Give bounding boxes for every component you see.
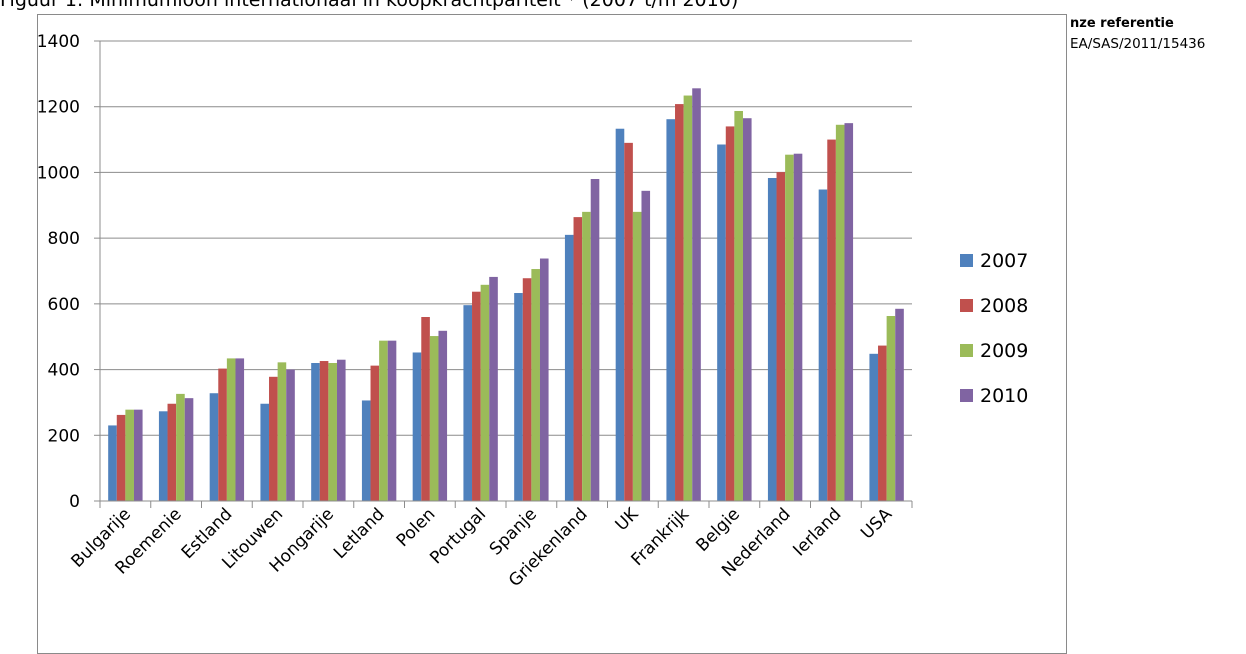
bar-2010-hongarije bbox=[336, 359, 346, 501]
bar-2009-bulgarije bbox=[125, 409, 134, 501]
bar-chart: 0200400600800100012001400BulgarijeRoemen… bbox=[37, 32, 1029, 591]
bar-2008-nederland bbox=[776, 172, 786, 501]
bar-2007-polen bbox=[412, 352, 422, 501]
legend-swatch-2007 bbox=[960, 254, 973, 267]
bar-2007-usa bbox=[869, 353, 879, 501]
bar-2008-spanje bbox=[522, 278, 532, 501]
bar-2008-uk bbox=[624, 142, 633, 501]
bar-2010-nederland bbox=[793, 153, 803, 501]
bar-2007-portugal bbox=[463, 305, 473, 501]
bar-2008-usa bbox=[878, 345, 887, 501]
bar-2010-polen bbox=[438, 330, 448, 501]
y-tick-label: 200 bbox=[48, 426, 80, 446]
bar-2007-bulgarije bbox=[108, 425, 117, 501]
y-tick-label: 1400 bbox=[37, 32, 80, 52]
bar-2008-estland bbox=[218, 368, 227, 501]
bar-2009-griekenland bbox=[582, 211, 591, 501]
x-tick-label: Letland bbox=[330, 504, 389, 563]
y-tick-label: 600 bbox=[48, 295, 80, 315]
bar-2010-griekenland bbox=[590, 179, 600, 501]
legend-label-2010: 2010 bbox=[980, 385, 1028, 407]
bar-2007-nederland bbox=[767, 178, 777, 501]
bar-2007-belgie bbox=[717, 144, 726, 501]
bar-2010-bulgarije bbox=[133, 409, 143, 501]
bar-2009-belgie bbox=[734, 110, 743, 501]
bar-2007-spanje bbox=[514, 293, 523, 501]
bar-2008-polen bbox=[421, 317, 430, 501]
bar-2009-polen bbox=[429, 336, 439, 501]
bar-2007-roemenie bbox=[158, 411, 168, 501]
y-tick-label: 0 bbox=[69, 492, 80, 512]
bar-2007-hongarije bbox=[311, 363, 320, 501]
x-tick-label: Polen bbox=[393, 504, 440, 551]
figure-caption: Figuur 1: Minimumloon internationaal in … bbox=[0, 0, 739, 11]
reference-title: nze referentie bbox=[1070, 16, 1174, 31]
bar-2009-roemenie bbox=[176, 393, 185, 501]
bar-2009-portugal bbox=[480, 284, 490, 501]
bar-2010-letland bbox=[387, 340, 397, 501]
bar-2009-litouwen bbox=[277, 362, 287, 501]
bar-2007-griekenland bbox=[564, 234, 574, 501]
bar-2008-griekenland bbox=[573, 217, 583, 501]
bar-2009-usa bbox=[886, 316, 896, 501]
bar-2010-spanje bbox=[539, 258, 549, 501]
bar-2010-frankrijk bbox=[692, 88, 701, 502]
bar-2009-hongarije bbox=[328, 363, 337, 501]
y-tick-label: 1200 bbox=[37, 98, 80, 118]
bar-2010-belgie bbox=[742, 118, 752, 501]
legend-label-2007: 2007 bbox=[980, 250, 1028, 272]
bar-2010-ierland bbox=[844, 123, 854, 502]
bar-2010-uk bbox=[641, 190, 651, 502]
bar-2010-litouwen bbox=[286, 369, 295, 501]
bar-2007-ierland bbox=[818, 189, 828, 501]
bar-2008-ierland bbox=[827, 139, 836, 502]
bar-2010-roemenie bbox=[184, 398, 194, 501]
reference-value: EA/SAS/2011/15436 bbox=[1070, 36, 1206, 52]
legend-swatch-2008 bbox=[960, 299, 973, 312]
bar-2010-portugal bbox=[489, 276, 498, 501]
bar-2007-frankrijk bbox=[666, 119, 676, 501]
bar-2009-spanje bbox=[531, 269, 540, 501]
y-tick-label: 400 bbox=[48, 361, 80, 381]
y-tick-label: 1000 bbox=[37, 163, 80, 183]
legend: 2007 2008 2009 2010 bbox=[960, 250, 1028, 407]
bar-2008-portugal bbox=[472, 291, 481, 501]
bar-2007-estland bbox=[209, 393, 219, 501]
bar-2009-estland bbox=[226, 358, 236, 501]
x-tick-label: Ierland bbox=[789, 504, 845, 560]
bar-2007-litouwen bbox=[260, 403, 270, 501]
x-tick-label: Portugal bbox=[426, 504, 490, 568]
bar-2010-usa bbox=[895, 308, 904, 501]
bar-2008-frankrijk bbox=[675, 104, 684, 501]
bar-2009-ierland bbox=[835, 124, 845, 502]
bar-2008-belgie bbox=[725, 126, 735, 501]
bar-2010-estland bbox=[235, 358, 245, 501]
legend-label-2009: 2009 bbox=[980, 340, 1028, 362]
x-tick-label: UK bbox=[612, 504, 643, 535]
x-tick-label: USA bbox=[857, 504, 896, 543]
bar-2007-letland bbox=[361, 400, 371, 501]
legend-swatch-2010 bbox=[960, 389, 973, 402]
bar-2008-roemenie bbox=[167, 403, 177, 501]
bar-2008-bulgarije bbox=[116, 414, 126, 501]
bar-2008-litouwen bbox=[269, 376, 278, 501]
bar-2009-letland bbox=[379, 340, 388, 501]
legend-label-2008: 2008 bbox=[980, 295, 1028, 317]
bars bbox=[108, 88, 904, 502]
legend-swatch-2009 bbox=[960, 344, 973, 357]
y-tick-label: 800 bbox=[48, 229, 80, 249]
bar-2008-hongarije bbox=[319, 361, 329, 501]
bar-2009-uk bbox=[632, 211, 642, 501]
bar-2008-letland bbox=[370, 365, 380, 501]
bar-2007-uk bbox=[615, 128, 625, 501]
bar-2009-frankrijk bbox=[683, 95, 693, 502]
bar-2009-nederland bbox=[785, 154, 794, 501]
